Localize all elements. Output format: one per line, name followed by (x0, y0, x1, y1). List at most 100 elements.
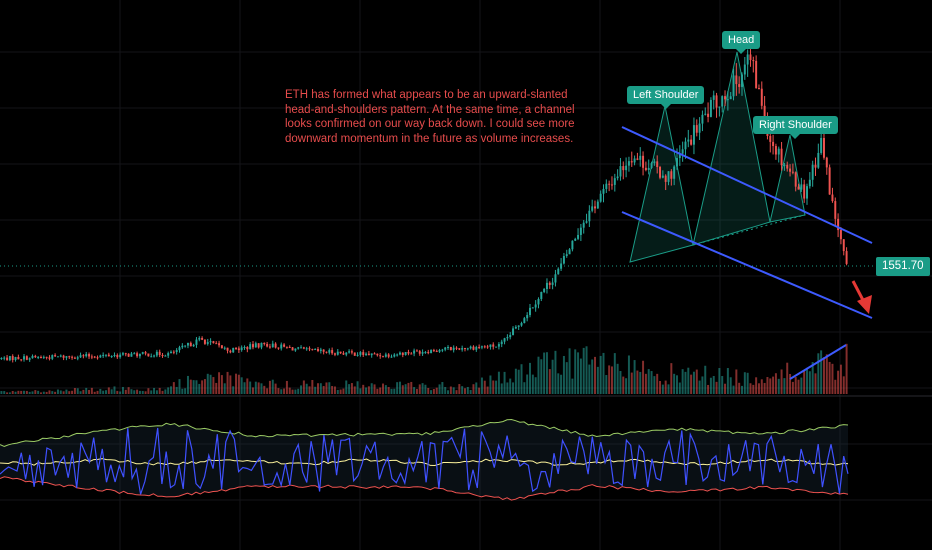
annotation-text: ETH has formed what appears to be an upw… (285, 89, 575, 145)
candle-body (235, 347, 238, 349)
volume-bar (478, 387, 481, 394)
volume-bar (413, 387, 416, 394)
candle-body (319, 349, 322, 351)
candle-body (68, 356, 71, 358)
candle-body (413, 350, 416, 354)
candle-body (684, 141, 687, 150)
volume-bar (73, 387, 76, 394)
candle-body (483, 346, 486, 348)
candle-body (492, 344, 495, 347)
candle-body (189, 342, 192, 347)
volume-bar (45, 391, 48, 394)
candle-body (466, 348, 469, 350)
volume-bar (707, 384, 710, 394)
volume-bar (410, 381, 413, 394)
candle-body (817, 152, 820, 168)
volume-bar (93, 391, 96, 394)
volume-bar (167, 387, 170, 394)
candle-body (512, 328, 515, 335)
candle-body (531, 307, 534, 309)
volume-bar (489, 375, 492, 394)
candle-body (96, 357, 99, 359)
candle-body (622, 166, 625, 171)
candle-body (407, 352, 410, 354)
candle-body (430, 350, 433, 354)
candle-body (3, 357, 6, 359)
volume-bar (308, 386, 311, 394)
candle-body (458, 348, 461, 350)
volume-bar (469, 390, 472, 394)
candle-body (410, 353, 413, 355)
volume-bar (277, 388, 280, 394)
candle-body (130, 353, 133, 357)
volume-bar (88, 389, 91, 394)
candle-body (102, 354, 105, 356)
candle-body (642, 155, 645, 168)
candle-body (226, 347, 229, 351)
volume-bar (283, 388, 286, 394)
candle-body (280, 344, 283, 349)
candle-body (486, 346, 489, 348)
candle-body (73, 357, 76, 359)
channel-lower-line (621, 211, 873, 319)
volume-bar (421, 383, 424, 394)
volume-bar (777, 378, 780, 394)
candle-body (105, 354, 107, 356)
volume-bar (822, 357, 825, 394)
volume-bar (20, 390, 23, 394)
candle-body (791, 171, 794, 173)
volume-bar (62, 391, 65, 394)
volume-bar (610, 366, 613, 394)
volume-bar (288, 387, 291, 394)
volume-bar (523, 382, 526, 394)
candle-body (675, 158, 678, 167)
volume-bar (8, 392, 11, 394)
oscillator-lower-band (0, 476, 849, 501)
volume-bar (359, 388, 362, 394)
candle-body (633, 158, 636, 163)
candle-body (760, 88, 763, 106)
volume-bar (319, 383, 322, 394)
candle-body (302, 347, 305, 349)
candle-body (71, 356, 74, 358)
candle-body (741, 74, 743, 87)
candle-body (579, 227, 582, 235)
candle-body (220, 345, 223, 349)
volume-bar (438, 384, 441, 394)
volume-bar (342, 388, 345, 394)
volume-bar (102, 390, 105, 394)
candle-body (548, 282, 551, 285)
channel-upper-line (621, 126, 873, 244)
volume-bar (667, 384, 670, 394)
volume-bar (639, 371, 642, 394)
candle-body (540, 292, 543, 299)
volume-bar (577, 352, 580, 394)
volume-bar (11, 391, 14, 394)
volume-bar (789, 373, 792, 394)
candle-body (401, 352, 404, 355)
candle-body (591, 206, 594, 211)
candle-body (325, 351, 328, 353)
candle-body (229, 350, 232, 353)
candle-body (6, 357, 9, 361)
candle-body (828, 167, 831, 195)
candle-body (350, 351, 353, 353)
volume-bar (786, 362, 789, 394)
candle-body (116, 355, 119, 358)
volume-bar (268, 380, 271, 394)
volume-bar (376, 388, 379, 394)
volume-bar (644, 373, 647, 394)
volume-bar (195, 380, 198, 394)
volume-bar (198, 383, 201, 394)
candle-body (724, 96, 727, 100)
candle-body (155, 351, 158, 356)
volume-bar (212, 377, 215, 394)
volume-bar (842, 376, 845, 394)
candle-body (630, 161, 633, 163)
candle-body (167, 353, 170, 356)
candle-body (619, 166, 622, 177)
candle-body (424, 352, 427, 354)
volume-bar (136, 389, 139, 394)
candle-body (774, 146, 777, 155)
